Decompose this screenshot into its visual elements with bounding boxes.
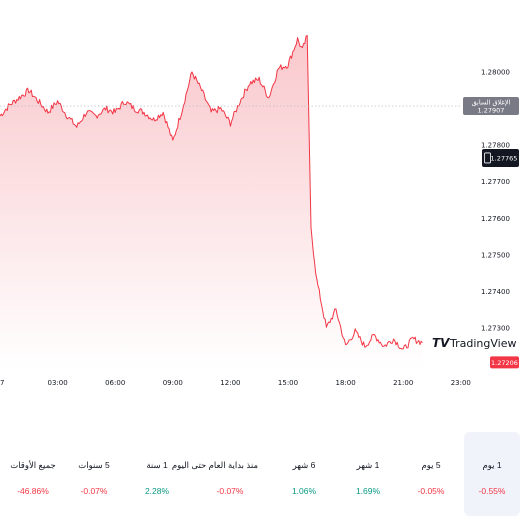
y-tick-label: 1.27700 — [481, 178, 510, 186]
ask-price-badge — [482, 148, 519, 167]
performance-period-value: -0.55% — [478, 486, 506, 496]
performance-period-label: 1 يوم — [482, 460, 502, 470]
x-tick-label: 09:00 — [163, 379, 183, 387]
x-tick-label: 12:00 — [220, 379, 240, 387]
y-tick-label: 1.27500 — [481, 251, 510, 259]
performance-period-label: 1 شهر — [356, 460, 380, 470]
y-tick-label: 1.27400 — [481, 288, 510, 296]
performance-period-4[interactable]: منذ بداية العام حتى اليوم -0.07% — [171, 432, 258, 516]
last-price-badge — [490, 356, 519, 369]
price-line — [0, 35, 423, 350]
performance-period-label: جميع الأوقات — [10, 460, 56, 470]
performance-period-3[interactable]: 6 شهر 1.06% — [276, 432, 332, 516]
performance-period-value: -0.05% — [417, 486, 445, 496]
performance-period-0[interactable]: 1 يوم -0.55% — [464, 432, 520, 516]
performance-period-5[interactable]: 1 سنة 2.28% — [129, 432, 185, 516]
last-price-value: 1.27206 — [491, 359, 518, 367]
performance-period-label: 6 شهر — [292, 460, 316, 470]
y-tick-label: 1.27800 — [481, 142, 510, 150]
x-tick-label: 06:00 — [105, 379, 125, 387]
x-tick-label: 18:00 — [336, 379, 356, 387]
performance-period-value: -0.07% — [80, 486, 108, 496]
ask-price-value: 1.27765 — [491, 154, 518, 162]
x-tick-label: 21:00 — [393, 379, 413, 387]
performance-period-6[interactable]: 5 سنوات -0.07% — [66, 432, 122, 516]
tradingview-wordmark: TradingView — [449, 337, 516, 350]
x-tick-label: 15:00 — [278, 379, 298, 387]
performance-period-value: 1.69% — [355, 486, 381, 496]
performance-period-value: 2.28% — [144, 486, 170, 496]
previous-close-value: 1.27907 — [478, 107, 505, 115]
x-tick-label: 03:00 — [48, 379, 68, 387]
bid-ask-icon — [484, 152, 491, 164]
y-tick-label: 1.27600 — [481, 215, 510, 223]
y-tick-label: 1.28000 — [481, 69, 510, 77]
chart-svg[interactable]: 𝙏𝙑 TradingView 1.280001.279001.278001.27… — [0, 0, 520, 395]
performance-period-label: منذ بداية العام حتى اليوم — [171, 460, 258, 470]
performance-period-label: 5 سنوات — [78, 460, 110, 470]
performance-period-label: 1 سنة — [146, 460, 168, 470]
x-tick-label: 23:00 — [451, 379, 471, 387]
performance-period-2[interactable]: 1 شهر 1.69% — [340, 432, 396, 516]
performance-bar: 1 يوم -0.55% 5 يوم -0.05% 1 شهر 1.69% 6 شهر 1.0… — [0, 432, 520, 516]
price-chart[interactable]: 𝙏𝙑 TradingView 1.280001.279001.278001.27… — [0, 0, 520, 395]
tradingview-logo-icon: 𝙏𝙑 — [432, 336, 451, 350]
price-area-fill — [0, 35, 423, 370]
previous-close-label: الإغلاق السابق — [472, 99, 511, 107]
x-tick-label: 7 — [0, 379, 4, 387]
performance-period-7[interactable]: جميع الأوقات -46.86% — [5, 432, 61, 516]
performance-period-value: -0.07% — [216, 486, 244, 496]
previous-close-badge — [463, 97, 519, 116]
performance-period-value: 1.06% — [291, 486, 317, 496]
performance-period-1[interactable]: 5 يوم -0.05% — [403, 432, 459, 516]
performance-period-label: 5 يوم — [421, 460, 441, 470]
y-tick-label: 1.27300 — [481, 324, 510, 332]
performance-period-value: -46.86% — [17, 486, 49, 496]
tradingview-watermark: 𝙏𝙑 TradingView — [432, 336, 516, 350]
